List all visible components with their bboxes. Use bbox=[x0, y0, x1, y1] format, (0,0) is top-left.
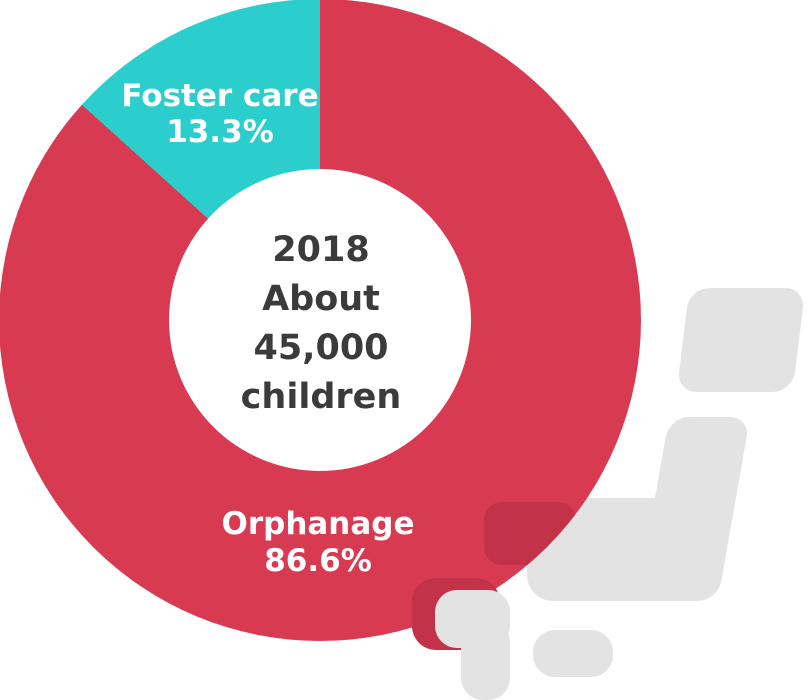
slice-label-foster-care: Foster care 13.3% bbox=[70, 78, 370, 150]
decor-block-overlay-lower bbox=[461, 620, 510, 700]
decor-block-top bbox=[676, 288, 806, 392]
slice-label-orphanage: Orphanage 86.6% bbox=[168, 506, 468, 580]
center-label-children: children bbox=[240, 377, 402, 417]
slice-label-orphanage-value: 86.6% bbox=[264, 543, 372, 579]
decor-accent-dark-red-1 bbox=[484, 502, 576, 565]
center-label-year: 2018 bbox=[272, 230, 370, 270]
slice-label-foster-care-name: Foster care bbox=[121, 78, 319, 114]
center-label-about: About bbox=[262, 279, 380, 319]
center-label: 2018 About 45,000 children bbox=[171, 226, 471, 422]
slice-label-orphanage-name: Orphanage bbox=[221, 506, 415, 542]
slice-label-foster-care-value: 13.3% bbox=[166, 114, 274, 150]
center-label-count: 45,000 bbox=[253, 328, 389, 368]
donut-center-hole bbox=[169, 169, 471, 471]
donut-chart bbox=[0, 0, 641, 641]
